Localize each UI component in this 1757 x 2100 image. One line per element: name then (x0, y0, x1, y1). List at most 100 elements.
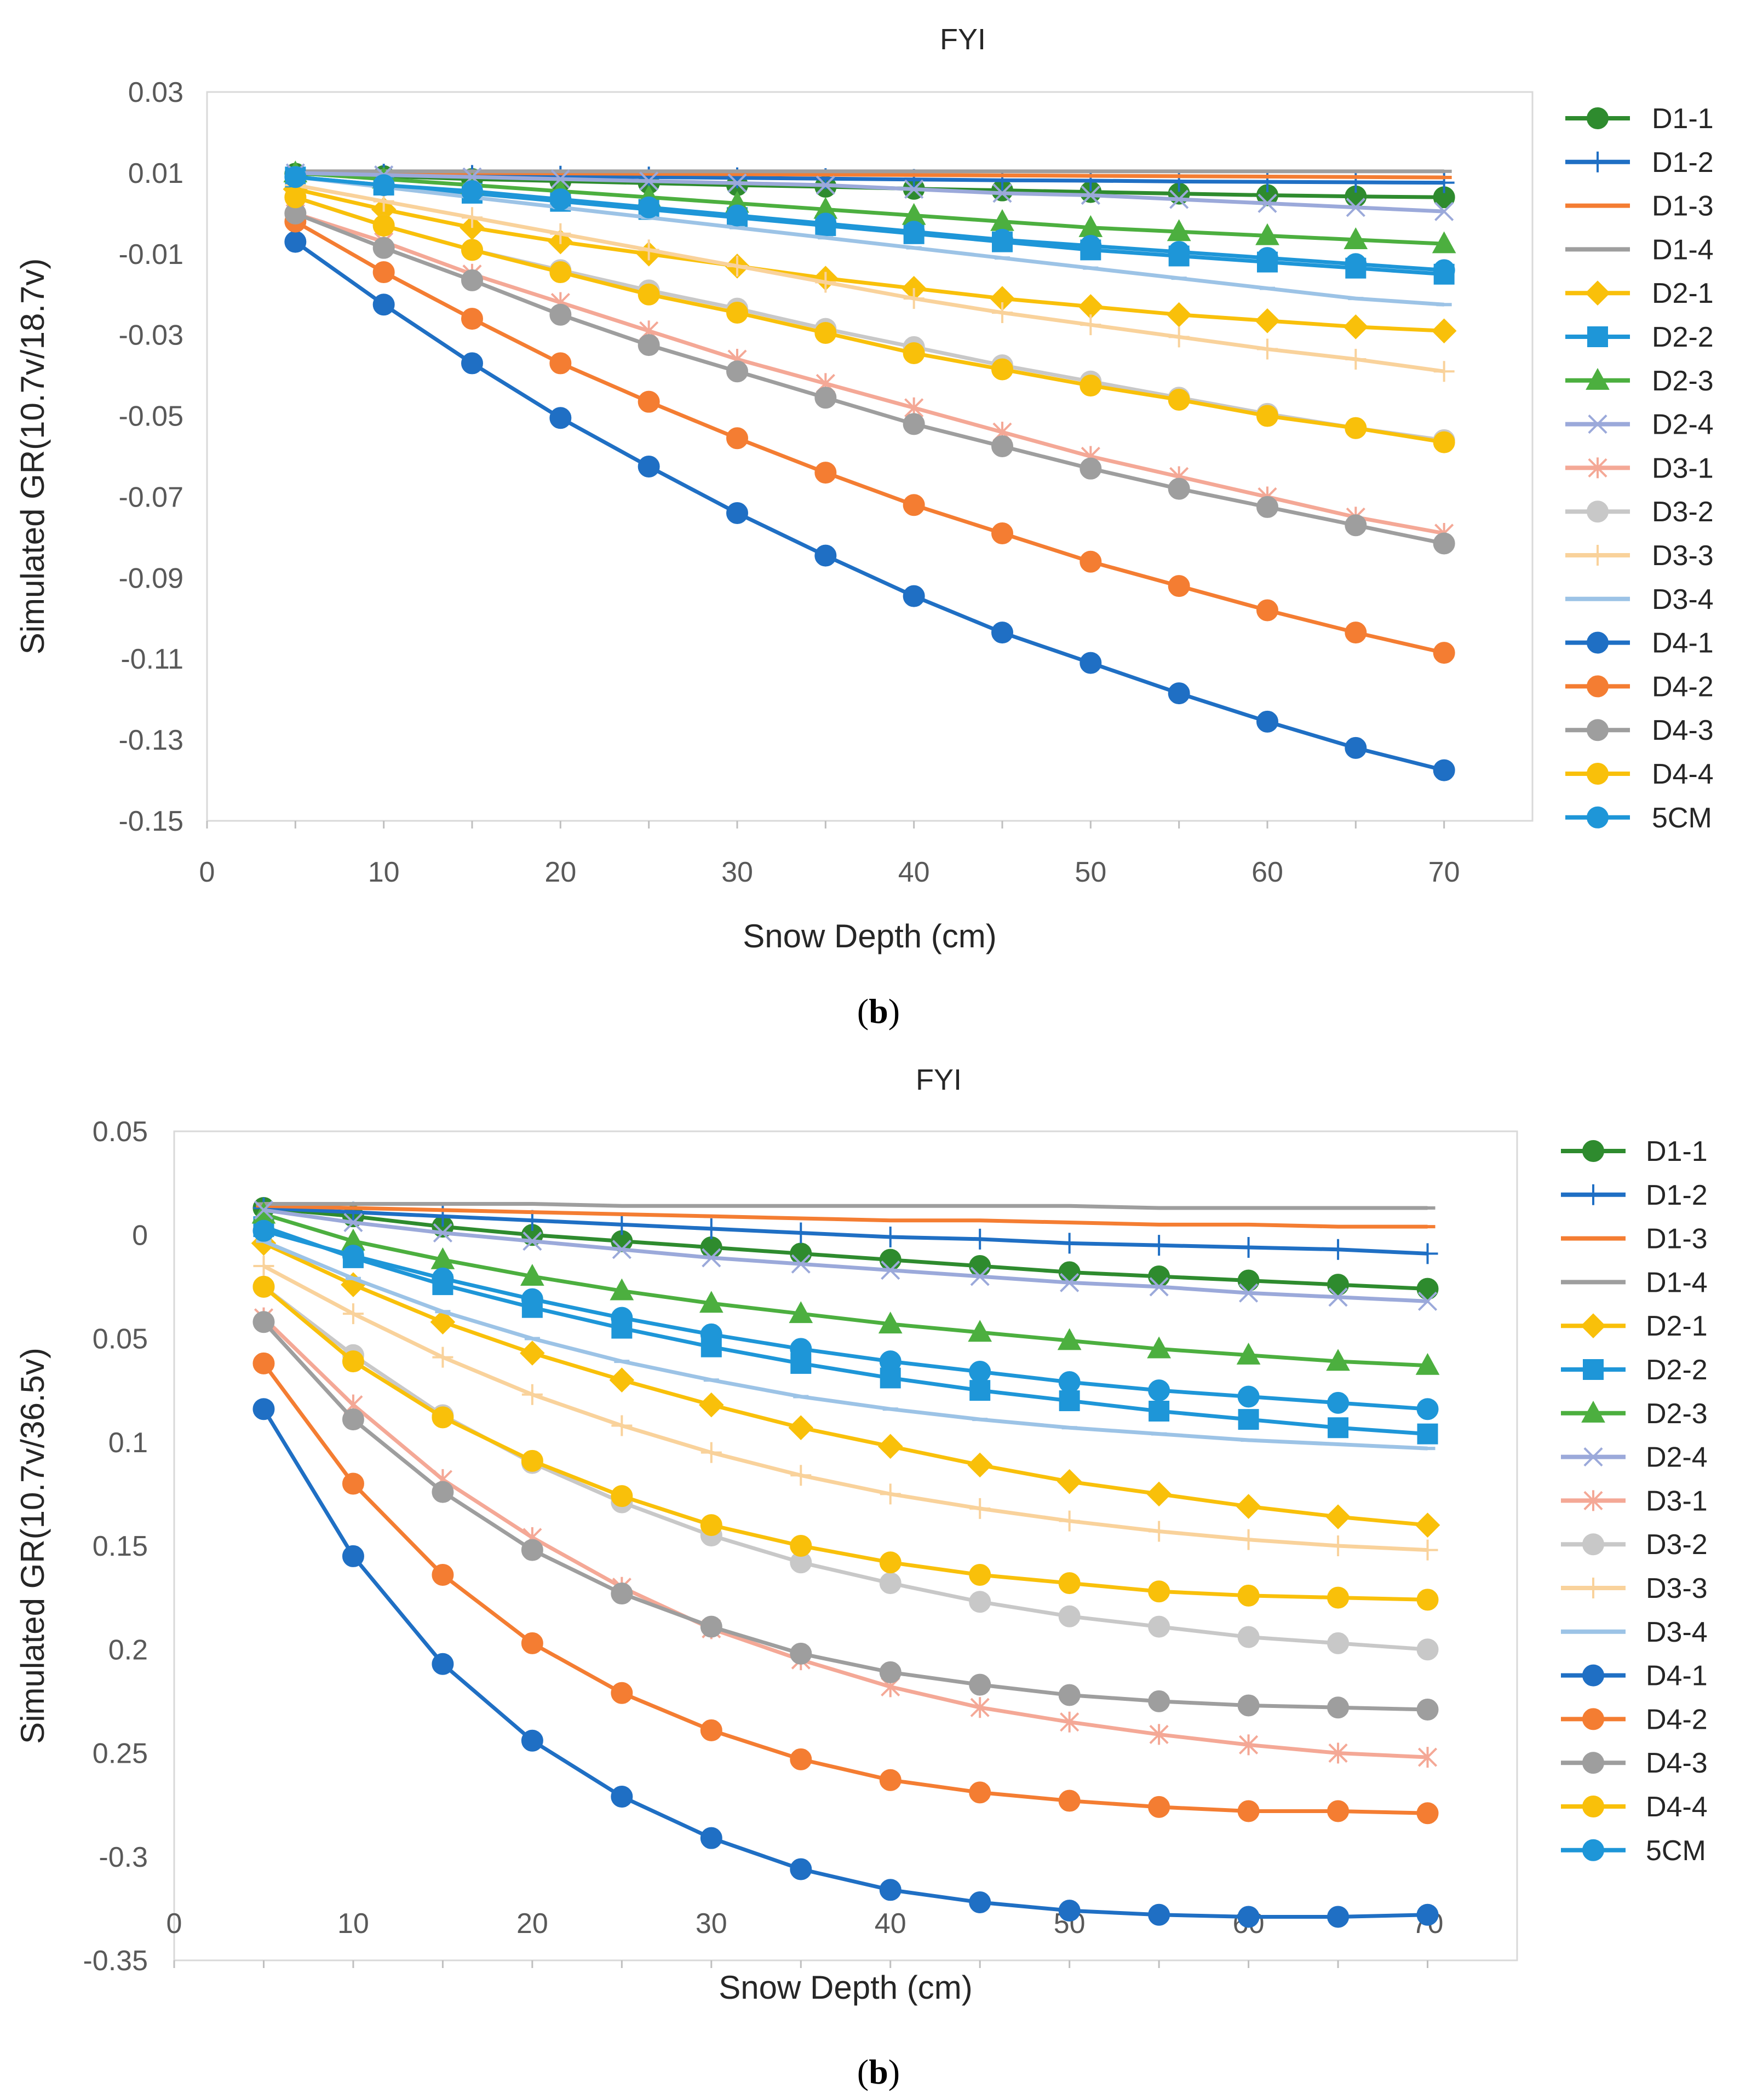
data-point (991, 358, 1013, 381)
data-point (1256, 599, 1278, 622)
series-d3-4 (256, 1239, 1436, 1451)
legend-label: D2-4 (1646, 1442, 1708, 1474)
legend-marker (1585, 280, 1610, 306)
data-point (815, 272, 836, 293)
data-point (372, 174, 395, 197)
data-point (970, 1697, 990, 1718)
data-point (992, 183, 1012, 203)
data-point (1327, 1632, 1350, 1654)
y-tick-label: -0.11 (120, 643, 183, 675)
data-point (432, 1481, 454, 1503)
series-line-d2-3 (263, 1212, 1428, 1368)
legend-marker (1588, 457, 1607, 479)
series-d4-1 (252, 1398, 1439, 1928)
data-point (1415, 1512, 1440, 1538)
data-point (342, 1245, 364, 1267)
series-line-d3-4 (295, 175, 1444, 307)
legend-label: D3-2 (1652, 496, 1714, 528)
data-point (970, 1267, 990, 1286)
data-point (1080, 457, 1102, 480)
data-point (1149, 1235, 1170, 1256)
y-axis-label: Simulated GR(10.7v/18.7v) (14, 258, 51, 655)
data-point (1416, 1398, 1439, 1420)
data-point (611, 1307, 633, 1329)
data-point (549, 303, 572, 326)
legend-marker (1587, 151, 1608, 172)
data-point (521, 1288, 543, 1310)
series-d2-4 (254, 1200, 1438, 1311)
legend-marker (1587, 806, 1609, 829)
series-d4-1 (284, 231, 1455, 781)
legend-label: D2-1 (1646, 1310, 1708, 1342)
data-point (1060, 1273, 1080, 1292)
series-line-d2-2 (295, 175, 1444, 277)
data-point (1255, 223, 1279, 245)
data-point (342, 1350, 364, 1373)
y-tick-label: -0.15 (118, 806, 183, 837)
data-point (284, 231, 307, 253)
data-point (611, 1214, 633, 1235)
data-point (790, 1338, 812, 1360)
data-point (700, 1827, 722, 1849)
x-tick-label: 10 (337, 1908, 369, 1940)
data-point (879, 1572, 902, 1595)
legend: D1-1 D1-2 D1-3 D1-4 D2-1 D2-2 D2-3 D2-4 D3-1 D3-2… (1565, 103, 1714, 834)
data-point (1433, 532, 1455, 555)
legend-marker (1581, 1401, 1605, 1423)
data-point (520, 1340, 545, 1366)
data-point (877, 1434, 903, 1459)
data-point (969, 1380, 991, 1401)
data-point (1345, 737, 1367, 759)
data-point (521, 1449, 543, 1472)
data-point (790, 1465, 812, 1486)
data-point (1058, 1371, 1081, 1393)
data-point (638, 334, 660, 356)
data-point (341, 1228, 365, 1251)
data-point (638, 239, 659, 261)
data-point (1417, 1539, 1438, 1561)
legend-marker (1587, 500, 1609, 523)
data-point (814, 212, 837, 235)
legend-label: D1-4 (1646, 1267, 1708, 1298)
data-point (992, 170, 1013, 191)
data-point (1416, 1278, 1439, 1300)
series-d4-2 (284, 210, 1455, 664)
data-point (1237, 1906, 1260, 1928)
data-point (879, 1769, 902, 1791)
data-point (462, 207, 483, 228)
data-point (990, 209, 1014, 231)
series-line-d4-1 (294, 240, 1445, 772)
data-point (903, 342, 925, 364)
data-point (611, 1785, 633, 1808)
x-tick-label: 0 (199, 856, 215, 888)
data-point (879, 1350, 902, 1373)
legend-label: D3-1 (1652, 452, 1714, 484)
data-point (1080, 170, 1101, 191)
data-point (522, 1232, 542, 1251)
data-point (1416, 1802, 1439, 1825)
data-point (1080, 375, 1102, 397)
legend-label: D4-3 (1652, 715, 1714, 746)
data-point (612, 1240, 631, 1259)
data-point (1256, 405, 1278, 427)
series-line-d1-3 (263, 1204, 1428, 1229)
data-point (342, 1472, 364, 1495)
data-point (549, 261, 572, 284)
chart-title: FYI (940, 23, 986, 56)
data-point (432, 1347, 453, 1368)
data-point (461, 308, 483, 330)
data-point (700, 1218, 722, 1239)
data-point (461, 180, 483, 203)
data-point (1146, 1481, 1172, 1507)
y-tick-label: 0.05 (93, 1116, 148, 1148)
legend-marker (1586, 368, 1610, 390)
legend-label: D3-3 (1652, 540, 1714, 572)
panel-label-b: (b) (857, 2052, 900, 2091)
data-point (284, 166, 307, 188)
series-5cm (284, 166, 1455, 281)
data-point (1168, 682, 1190, 705)
data-point (1343, 314, 1369, 340)
data-point (1149, 1521, 1170, 1542)
series-line-d2-1 (295, 187, 1444, 333)
data-point (1237, 1800, 1260, 1822)
